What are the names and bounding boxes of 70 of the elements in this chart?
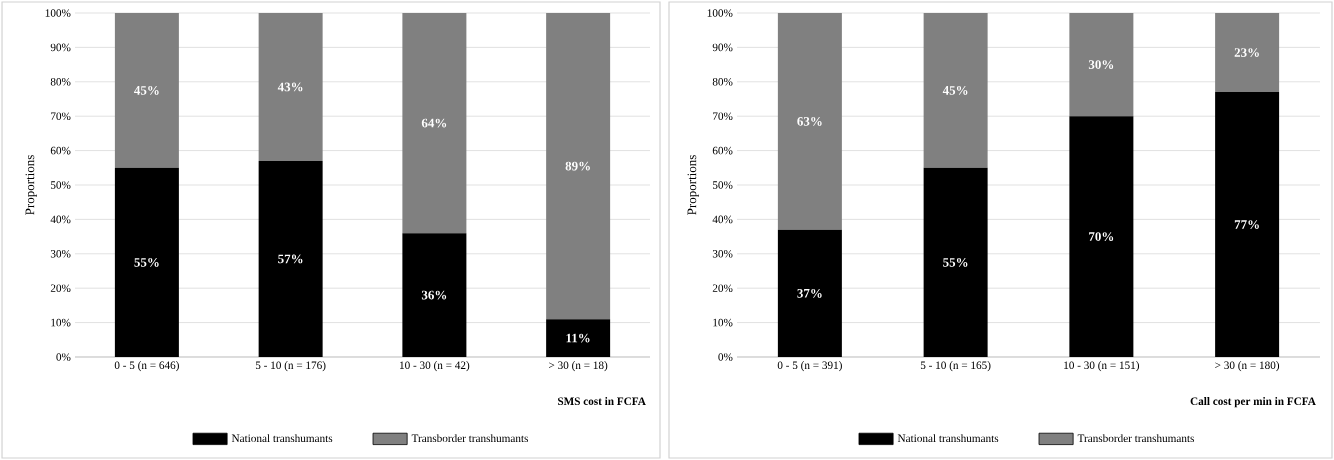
y-tick-label: 50% xyxy=(51,181,71,189)
bar xyxy=(1215,92,1280,357)
data-label: 37% xyxy=(797,288,822,298)
y-tick-label: 80% xyxy=(712,78,733,86)
data-label: 55% xyxy=(134,258,159,267)
bar xyxy=(1069,116,1134,357)
data-label: 89% xyxy=(565,161,590,171)
y-tick-label: 0% xyxy=(718,353,733,361)
data-label: 55% xyxy=(943,258,968,267)
y-axis-title: Proportions xyxy=(687,155,699,215)
data-label: 77% xyxy=(1234,220,1259,229)
y-tick-label: 70% xyxy=(713,112,733,120)
y-tick-label: 0% xyxy=(56,353,71,361)
bar xyxy=(402,233,467,357)
legend-label: National transhumants xyxy=(897,434,999,443)
y-tick-label: 100% xyxy=(707,9,733,17)
x-tick-label: 0 - 5 (n = 391) xyxy=(777,361,842,372)
bar xyxy=(114,12,179,168)
y-tick-label: 50% xyxy=(713,181,733,189)
x-tick-label: > 30 (n = 18) xyxy=(549,361,608,372)
bar xyxy=(777,229,842,357)
bar xyxy=(1069,12,1134,117)
bar xyxy=(114,167,179,357)
data-label: 45% xyxy=(942,86,968,95)
bar xyxy=(923,167,988,357)
bar xyxy=(258,12,323,161)
data-label: 57% xyxy=(278,254,303,264)
bar xyxy=(923,12,988,168)
x-tick-label: 10 - 30 (n = 42) xyxy=(400,361,470,372)
x-axis-title: SMS cost in FCFA xyxy=(558,397,646,405)
y-tick-label: 100% xyxy=(45,9,71,17)
legend-label: Transborder transhumants xyxy=(411,434,529,443)
legend-label: National transhumants xyxy=(231,434,333,443)
x-tick-label: 5 - 10 (n = 165) xyxy=(920,361,991,372)
bar xyxy=(1215,12,1280,93)
x-tick-label: > 30 (n = 180) xyxy=(1215,361,1280,372)
data-label: 30% xyxy=(1088,60,1114,69)
y-tick-label: 90% xyxy=(50,43,71,52)
data-label: 11% xyxy=(566,333,590,343)
y-tick-label: 40% xyxy=(712,215,733,224)
bar xyxy=(777,12,842,230)
data-label: 63% xyxy=(797,116,822,126)
legend-label: Transborder transhumants xyxy=(1077,434,1194,443)
data-label: 64% xyxy=(421,118,447,128)
y-axis-title: Proportions xyxy=(25,155,37,215)
bar xyxy=(546,12,611,320)
data-label: 45% xyxy=(134,86,159,95)
y-tick-label: 20% xyxy=(712,284,733,292)
data-label: 43% xyxy=(277,82,303,92)
data-label: 36% xyxy=(421,290,447,300)
data-label: 23% xyxy=(1234,48,1259,57)
y-tick-label: 10% xyxy=(51,318,71,327)
y-tick-label: 20% xyxy=(50,284,71,292)
y-tick-label: 60% xyxy=(712,146,733,155)
y-tick-label: 60% xyxy=(50,146,71,155)
y-tick-label: 30% xyxy=(50,250,71,258)
y-tick-label: 90% xyxy=(712,43,733,52)
data-label: 70% xyxy=(1089,232,1114,241)
x-axis-title: Call cost per min in FCFA xyxy=(1190,397,1316,408)
y-tick-label: 10% xyxy=(713,318,733,327)
x-tick-label: 10 - 30 (n = 151) xyxy=(1064,361,1140,372)
x-tick-label: 5 - 10 (n = 176) xyxy=(255,361,326,372)
y-tick-label: 70% xyxy=(51,112,71,120)
x-tick-label: 0 - 5 (n = 646) xyxy=(114,361,179,372)
y-tick-label: 40% xyxy=(50,215,71,224)
bar xyxy=(258,160,323,357)
bar xyxy=(402,12,467,234)
bar xyxy=(546,319,611,357)
y-tick-label: 80% xyxy=(50,78,71,86)
y-tick-label: 30% xyxy=(712,250,733,258)
